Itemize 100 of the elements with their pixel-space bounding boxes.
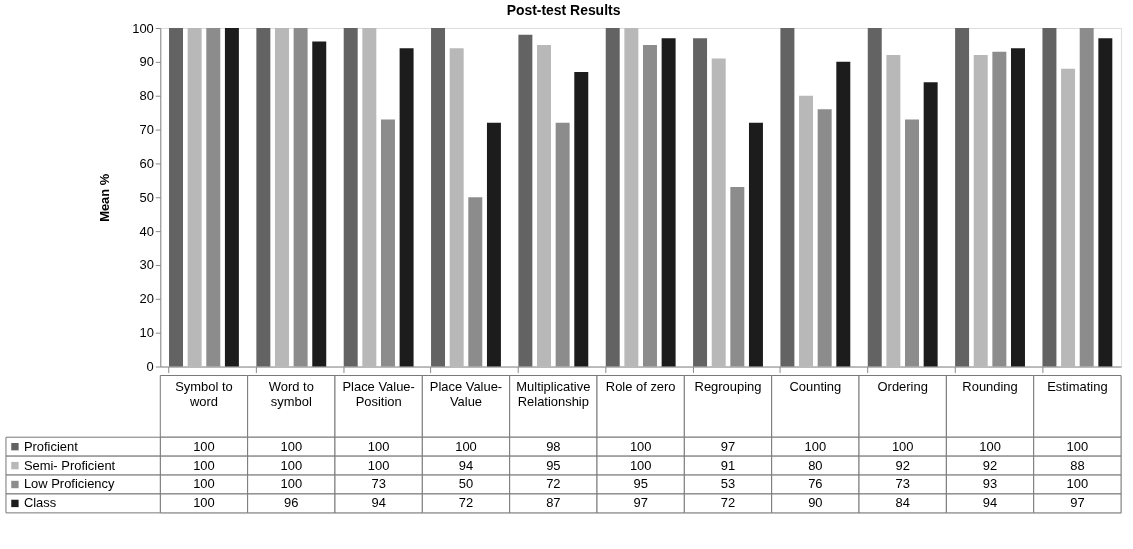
data-label: 100 [629,457,652,473]
data-label: 91 [720,457,736,473]
bar [187,28,202,367]
data-label: 84 [895,495,910,511]
bar [711,58,726,367]
bar [537,44,551,367]
bar [574,72,589,367]
bar [1098,38,1113,367]
bar [624,28,639,367]
bar [312,41,327,367]
data-label: 93 [982,476,998,492]
data-label: 53 [720,476,736,492]
x-tick-label: Counting [789,379,842,395]
legend-label: Proficient [23,438,79,454]
data-label: 98 [546,438,561,454]
data-label: 100 [193,476,215,492]
y-tick-label: 50 [139,189,154,205]
bar [1061,68,1076,367]
data-label: 50 [458,476,474,492]
data-label: 72 [458,495,474,511]
y-tick-label: 0 [146,359,154,375]
bar [1011,48,1025,367]
data-label: 100 [891,438,914,454]
x-tick-label: Symbol to word [175,379,233,410]
bar [256,28,271,367]
data-label: 100 [280,438,303,454]
data-label: 100 [367,438,390,454]
bar [605,28,620,367]
bar [486,122,501,367]
bar [449,48,464,367]
data-label: 88 [1070,457,1085,473]
data-label: 100 [367,457,390,473]
data-label: 100 [979,438,1001,454]
data-label: 94 [371,495,386,511]
x-tick-label: Role of zero [605,379,676,395]
chart-title: Post-test Results [506,1,621,18]
data-label: 76 [808,476,823,492]
data-label: 100 [629,438,652,454]
y-tick-label: 10 [139,325,154,341]
bar [836,61,851,367]
bar [799,95,814,367]
bar [955,28,970,367]
data-label: 95 [546,457,561,473]
bar [923,82,938,367]
bar [169,28,183,367]
data-label: 100 [1066,438,1089,454]
y-tick-label: 100 [132,20,154,36]
data-label: 100 [1066,476,1089,492]
bar [661,38,676,367]
x-tick-label: Place Value-Value [429,379,503,410]
data-label: 80 [808,457,823,473]
data-label: 100 [280,457,303,473]
bar [1042,28,1057,367]
data-label: 100 [455,438,477,454]
data-label: 94 [458,457,474,473]
x-tick-label: Ordering [877,379,928,395]
data-label: 100 [193,495,215,511]
x-tick-label: Multiplicative Relationship [516,379,591,410]
data-label: 96 [284,495,299,511]
bar [518,34,533,367]
data-label: 97 [1070,495,1085,511]
bar [362,28,377,367]
data-label: 97 [633,495,648,511]
bar [867,28,882,367]
y-tick-label: 20 [139,291,154,307]
y-tick-label: 80 [139,88,154,104]
x-tick-label: Place Value-Position [342,379,415,410]
y-tick-label: 70 [139,122,154,138]
y-tick-label: 90 [139,54,154,70]
bar [886,55,901,367]
bar [973,55,988,367]
bar [275,28,289,367]
data-label: 94 [982,495,998,511]
data-label: 92 [982,457,998,473]
y-tick-label: 40 [139,223,154,239]
x-tick-label: Rounding [962,379,1018,395]
legend-label: Class [23,495,57,511]
x-tick-label: Regrouping [694,379,762,395]
data-label: 73 [895,476,910,492]
data-label: 92 [895,457,910,473]
data-label: 95 [633,476,648,492]
bar [748,122,763,367]
bar [780,28,795,367]
data-label: 90 [808,495,823,511]
data-label: 73 [371,476,386,492]
data-label: 100 [193,457,215,473]
data-label: 87 [546,495,561,511]
bar [693,38,708,367]
data-label: 100 [804,438,827,454]
data-label: 100 [280,476,303,492]
y-axis-title: Mean % [97,173,113,222]
bar [343,28,358,367]
bar [399,48,414,367]
data-label: 72 [720,495,736,511]
x-tick-label: Word to symbol [268,379,314,410]
y-tick-label: 30 [139,257,154,273]
bar [431,28,446,367]
x-tick-label: Estimating [1047,379,1108,395]
y-tick-label: 60 [139,155,154,171]
data-label: 97 [720,438,736,454]
